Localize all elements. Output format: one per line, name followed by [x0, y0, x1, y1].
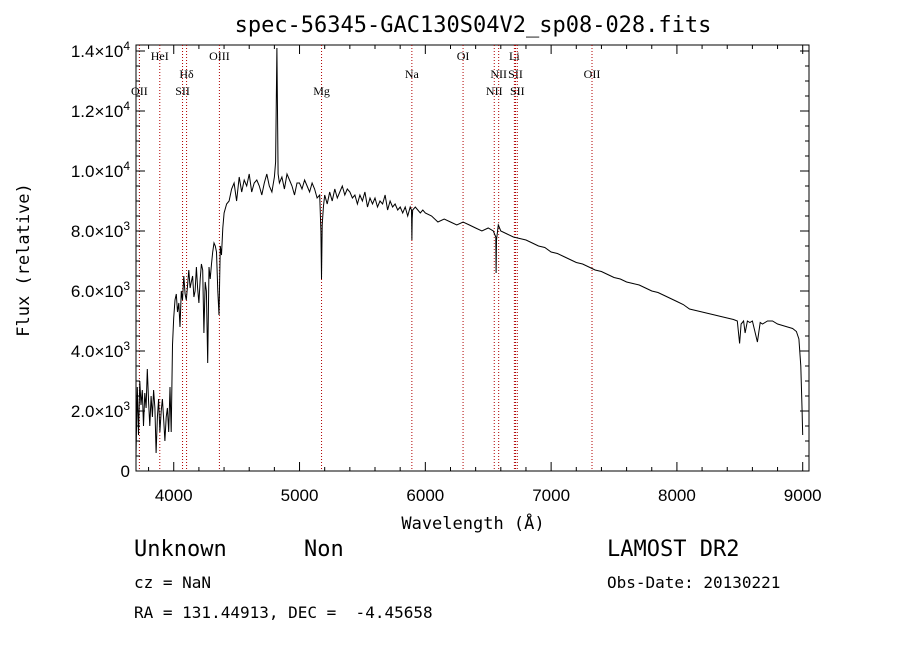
coordinates: RA = 131.44913, DEC = -4.45658: [134, 603, 433, 622]
redshift-cz: cz = NaN: [134, 573, 212, 592]
spectral-line-label-13: OII: [584, 67, 601, 81]
survey-name: LAMOST DR2: [607, 537, 740, 562]
spectral-line-label-12: SII: [510, 84, 525, 98]
spectral-line-label-6: Na: [405, 67, 420, 81]
x-tick-label-3: 7000: [532, 486, 570, 505]
x-axis-label: Wavelength (Å): [401, 512, 544, 534]
object-class: Unknown: [134, 537, 227, 562]
y-axis-ticks: 0 2.0×103 4.0×103 6.0×103 8.0×103 1.0×104 1.2×…: [71, 39, 809, 481]
y-tick-label-1: 2.0×103: [71, 399, 130, 421]
y-axis-label: Flux (relative): [14, 183, 34, 337]
spectrum-series-line: [135, 47, 804, 457]
y-tick-label-6: 1.2×104: [71, 99, 130, 121]
x-axis-ticks: 4000 5000 6000 7000 8000 9000: [148, 45, 822, 505]
object-subclass: Non: [304, 537, 344, 562]
spectral-line-label-10: Li: [509, 49, 520, 63]
x-tick-label-0: 4000: [155, 486, 193, 505]
plot-frame: [135, 44, 810, 472]
spectral-line-label-4: OIII: [209, 49, 230, 63]
x-tick-label-5: 9000: [784, 486, 822, 505]
spectral-line-label-0: OII: [131, 84, 148, 98]
spectral-line-label-11: SII: [508, 67, 523, 81]
y-tick-label-0: 0: [121, 462, 130, 481]
spectral-line-label-7: OI: [457, 49, 470, 63]
spectral-line-label-9: NII: [490, 67, 507, 81]
spectral-line-label-8: NII: [486, 84, 503, 98]
y-tick-label-7: 1.4×104: [71, 39, 130, 61]
spectral-line-label-3: SII: [175, 84, 190, 98]
observation-date: Obs-Date: 20130221: [607, 573, 781, 592]
y-tick-label-4: 8.0×103: [71, 219, 130, 241]
x-tick-label-1: 5000: [281, 486, 319, 505]
spectral-line-label-2: Hδ: [179, 67, 194, 81]
y-tick-label-3: 6.0×103: [71, 279, 130, 301]
spectral-line-label-1: HeI: [151, 49, 169, 63]
x-tick-label-2: 6000: [406, 486, 444, 505]
y-tick-label-2: 4.0×103: [71, 339, 130, 361]
spectral-line-label-5: Mg: [313, 84, 330, 98]
y-tick-label-5: 1.0×104: [71, 159, 130, 181]
chart-title: spec-56345-GAC130S04V2_sp08-028.fits: [235, 13, 712, 38]
x-tick-label-4: 8000: [658, 486, 696, 505]
